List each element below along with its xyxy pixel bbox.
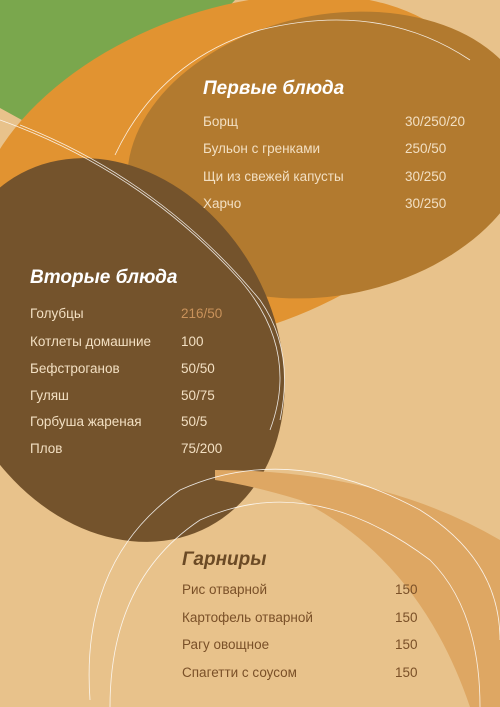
menu-item-name: Борщ (203, 114, 238, 129)
menu-item-portion: 150 (395, 665, 418, 680)
menu-item-portion: 30/250 (405, 169, 447, 184)
side-dishes-title: Гарниры (182, 549, 267, 570)
bottom-arc-band (215, 470, 500, 707)
menu-item-name: Бефстроганов (30, 361, 120, 376)
menu-item-portion: 50/5 (181, 414, 208, 429)
menu-item-portion: 250/50 (405, 141, 447, 156)
menu-item-portion: 30/250 (405, 196, 447, 211)
first-courses-ellipse (127, 11, 500, 299)
menu-item-name: Голубцы (30, 306, 84, 321)
second-courses-ellipse (0, 158, 285, 542)
menu-item-name: Котлеты домашние (30, 334, 152, 349)
menu-item-name: Гуляш (30, 388, 69, 403)
menu-item-name: Рагу овощное (182, 637, 270, 652)
menu-item-portion: 30/250/20 (405, 114, 466, 129)
menu-item-portion: 150 (395, 610, 418, 625)
menu-item-portion: 50/50 (181, 361, 215, 376)
menu-item-portion: 50/75 (181, 388, 215, 403)
menu-item-name: Спагетти с соусом (182, 665, 297, 680)
menu-item-portion: 75/200 (181, 441, 223, 456)
menu-item-portion: 150 (395, 582, 418, 597)
menu-item-name: Горбуша жареная (30, 414, 142, 429)
menu-item-portion: 216/50 (181, 306, 223, 321)
menu-item-name: Щи из свежей капусты (203, 169, 344, 184)
menu-item-portion: 150 (395, 637, 418, 652)
first-courses-title: Первые блюда (203, 78, 345, 99)
menu-item-name: Плов (30, 441, 63, 456)
menu-item-portion: 100 (181, 334, 204, 349)
menu-item-name: Рис отварной (182, 582, 267, 597)
menu-item-name: Харчо (203, 196, 242, 211)
menu-item-name: Картофель отварной (182, 610, 313, 625)
menu-item-name: Бульон с гренками (203, 141, 321, 156)
second-courses-title: Вторые блюда (30, 267, 178, 288)
thin-outline-lines (0, 19, 500, 707)
